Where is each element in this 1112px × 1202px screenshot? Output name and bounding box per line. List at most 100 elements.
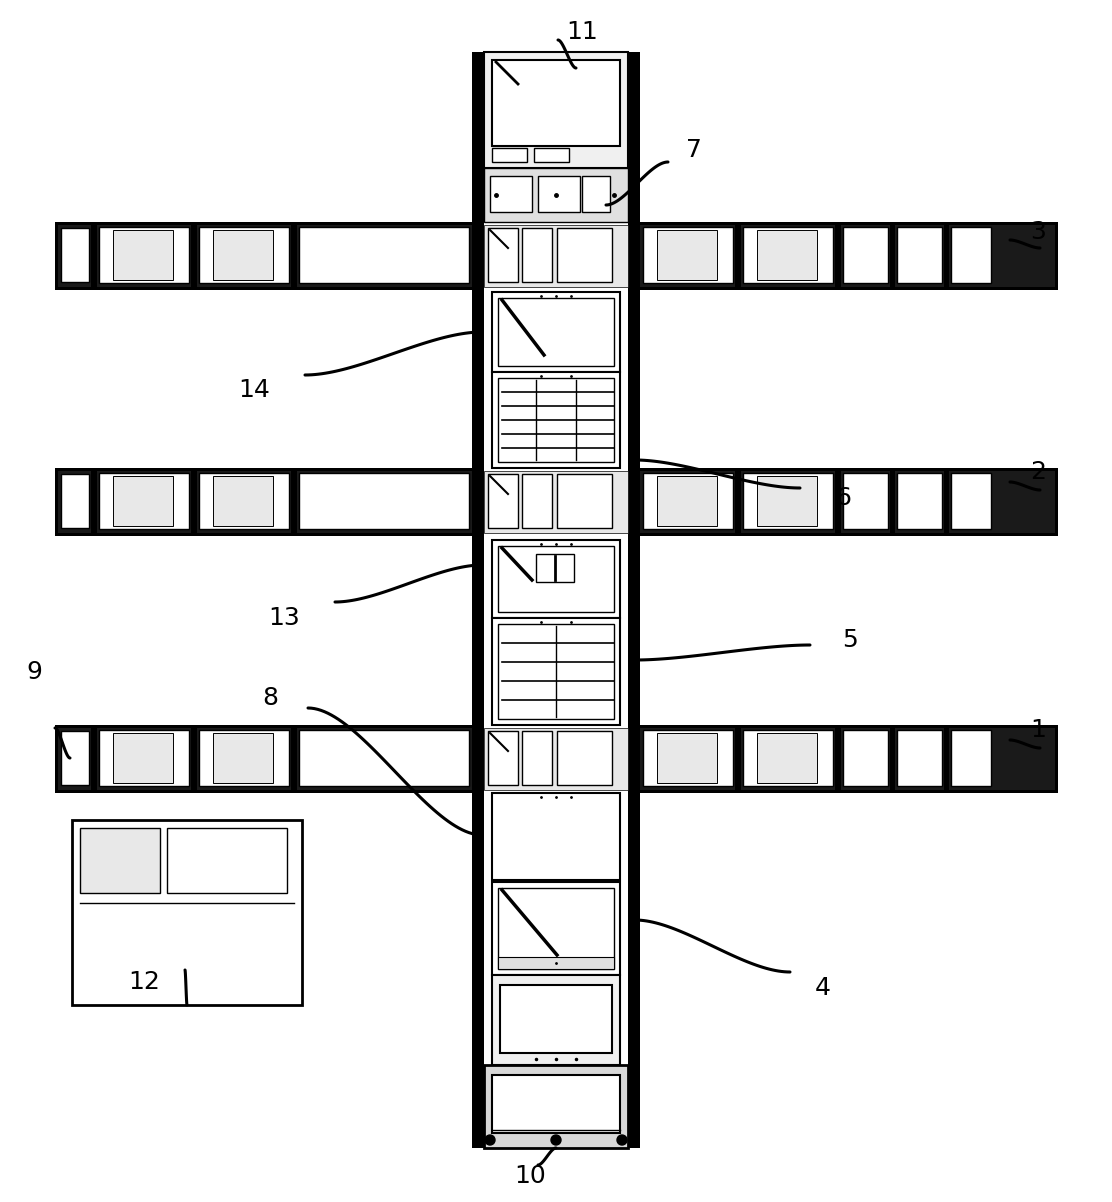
Bar: [897, 730, 942, 786]
Bar: [536, 554, 574, 582]
Bar: [484, 225, 628, 287]
Bar: [61, 731, 89, 785]
Bar: [498, 957, 614, 969]
Bar: [99, 730, 189, 786]
Bar: [944, 225, 949, 287]
Bar: [628, 52, 641, 1148]
Bar: [488, 731, 518, 785]
Bar: [735, 728, 741, 790]
Bar: [492, 618, 620, 725]
Bar: [890, 225, 895, 287]
Bar: [471, 52, 641, 1148]
Bar: [484, 54, 628, 1146]
Bar: [557, 474, 612, 528]
Bar: [199, 474, 289, 529]
Bar: [743, 730, 833, 786]
Bar: [534, 148, 569, 162]
Bar: [91, 471, 97, 532]
Bar: [757, 230, 817, 280]
Bar: [291, 225, 297, 287]
Bar: [492, 793, 620, 880]
Bar: [492, 1075, 620, 1133]
Text: 7: 7: [686, 138, 702, 162]
Bar: [582, 175, 610, 212]
Bar: [890, 728, 895, 790]
Bar: [757, 476, 817, 526]
Text: 4: 4: [815, 976, 831, 1000]
Bar: [484, 52, 628, 168]
Bar: [492, 975, 620, 1065]
Bar: [657, 230, 717, 280]
Bar: [657, 733, 717, 783]
Bar: [944, 471, 949, 532]
Text: 3: 3: [1030, 220, 1046, 244]
Text: 6: 6: [835, 486, 851, 510]
Bar: [214, 476, 274, 526]
Bar: [490, 175, 532, 212]
Bar: [557, 731, 612, 785]
Bar: [299, 730, 469, 786]
Bar: [743, 227, 833, 282]
Bar: [498, 377, 614, 462]
Bar: [492, 882, 620, 975]
Bar: [843, 227, 888, 282]
Text: 12: 12: [128, 970, 160, 994]
Circle shape: [485, 1135, 495, 1146]
Bar: [498, 546, 614, 612]
Bar: [498, 624, 614, 719]
Bar: [500, 984, 612, 1053]
Bar: [835, 728, 841, 790]
Bar: [890, 471, 895, 532]
Bar: [641, 225, 1055, 287]
Bar: [54, 468, 1058, 536]
Bar: [557, 228, 612, 282]
Bar: [735, 471, 741, 532]
Bar: [641, 728, 1055, 790]
Bar: [113, 230, 173, 280]
Bar: [113, 733, 173, 783]
Bar: [484, 1065, 628, 1148]
Bar: [538, 175, 580, 212]
Text: 10: 10: [514, 1164, 546, 1188]
Bar: [757, 733, 817, 783]
Bar: [58, 471, 471, 532]
Bar: [214, 733, 274, 783]
Bar: [488, 228, 518, 282]
Text: 14: 14: [238, 377, 270, 401]
Bar: [291, 728, 297, 790]
Bar: [214, 230, 274, 280]
Bar: [58, 728, 471, 790]
Bar: [58, 225, 471, 287]
Bar: [735, 225, 741, 287]
Bar: [484, 168, 628, 222]
Circle shape: [552, 1135, 560, 1146]
Bar: [191, 471, 197, 532]
Bar: [91, 728, 97, 790]
Bar: [492, 148, 527, 162]
Bar: [471, 52, 641, 1148]
Bar: [299, 474, 469, 529]
Bar: [951, 730, 991, 786]
Bar: [54, 222, 1058, 290]
Bar: [835, 225, 841, 287]
Bar: [61, 474, 89, 528]
Bar: [167, 828, 287, 893]
Bar: [641, 471, 1055, 532]
Bar: [897, 227, 942, 282]
Bar: [843, 474, 888, 529]
Bar: [522, 731, 552, 785]
Bar: [199, 730, 289, 786]
Text: 1: 1: [1030, 718, 1046, 742]
Bar: [488, 474, 518, 528]
Bar: [643, 474, 733, 529]
Bar: [471, 52, 484, 1148]
Bar: [484, 471, 628, 532]
Text: 9: 9: [26, 660, 42, 684]
Text: 5: 5: [842, 627, 857, 651]
Text: 8: 8: [262, 686, 278, 710]
Bar: [199, 227, 289, 282]
Bar: [492, 371, 620, 468]
Bar: [91, 225, 97, 287]
Circle shape: [617, 1135, 627, 1146]
Bar: [643, 730, 733, 786]
